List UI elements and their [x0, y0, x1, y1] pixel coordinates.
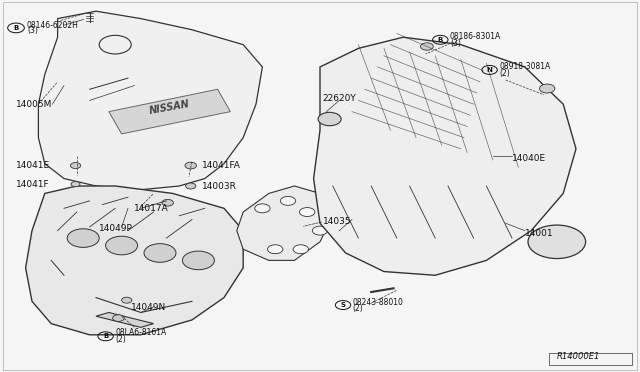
Text: 08243-88010: 08243-88010: [353, 298, 403, 307]
Circle shape: [268, 245, 283, 254]
Text: (2): (2): [353, 304, 364, 313]
Text: 22620Y: 22620Y: [322, 94, 356, 103]
Circle shape: [312, 226, 328, 235]
Text: 14001: 14001: [525, 229, 554, 238]
Circle shape: [122, 297, 132, 303]
Circle shape: [162, 199, 173, 206]
Circle shape: [300, 208, 315, 217]
Polygon shape: [26, 186, 243, 335]
Circle shape: [293, 245, 308, 254]
Circle shape: [186, 183, 196, 189]
Text: B: B: [438, 37, 443, 43]
Circle shape: [420, 43, 433, 50]
Polygon shape: [109, 89, 230, 134]
Text: 14040E: 14040E: [512, 154, 546, 163]
Text: 14041E: 14041E: [16, 161, 50, 170]
Circle shape: [144, 244, 176, 262]
Text: (3): (3): [27, 26, 38, 35]
Text: N: N: [486, 67, 493, 73]
Text: B: B: [103, 333, 108, 339]
Polygon shape: [237, 186, 333, 260]
Circle shape: [70, 163, 81, 169]
Text: 14049N: 14049N: [131, 303, 166, 312]
Text: B: B: [13, 25, 19, 31]
Text: NISSAN: NISSAN: [148, 99, 191, 116]
Text: 14041F: 14041F: [16, 180, 50, 189]
Text: 14005M: 14005M: [16, 100, 52, 109]
Circle shape: [67, 229, 99, 247]
Polygon shape: [314, 37, 576, 275]
Polygon shape: [96, 312, 154, 327]
Circle shape: [113, 315, 124, 321]
Text: S: S: [340, 302, 346, 308]
Text: 14035: 14035: [323, 217, 352, 226]
Text: (3): (3): [450, 39, 461, 48]
Text: 14049P: 14049P: [99, 224, 133, 233]
Text: (2): (2): [499, 69, 510, 78]
Text: 08LA6-8161A: 08LA6-8161A: [116, 328, 167, 337]
Text: 08186-8301A: 08186-8301A: [450, 32, 501, 41]
Text: 08918-3081A: 08918-3081A: [499, 62, 550, 71]
Text: (2): (2): [116, 335, 127, 344]
Circle shape: [540, 84, 555, 93]
Text: 14017A: 14017A: [134, 204, 169, 213]
Text: 14003R: 14003R: [202, 182, 236, 190]
Circle shape: [182, 251, 214, 270]
Text: 08146-6202H: 08146-6202H: [27, 21, 79, 30]
Circle shape: [280, 196, 296, 205]
Circle shape: [106, 236, 138, 255]
Circle shape: [318, 112, 341, 126]
Circle shape: [185, 162, 196, 169]
Text: R14000E1: R14000E1: [557, 352, 600, 361]
Circle shape: [255, 204, 270, 213]
Text: 14041FA: 14041FA: [202, 161, 241, 170]
Circle shape: [528, 225, 586, 259]
Polygon shape: [38, 11, 262, 190]
Circle shape: [71, 182, 80, 187]
